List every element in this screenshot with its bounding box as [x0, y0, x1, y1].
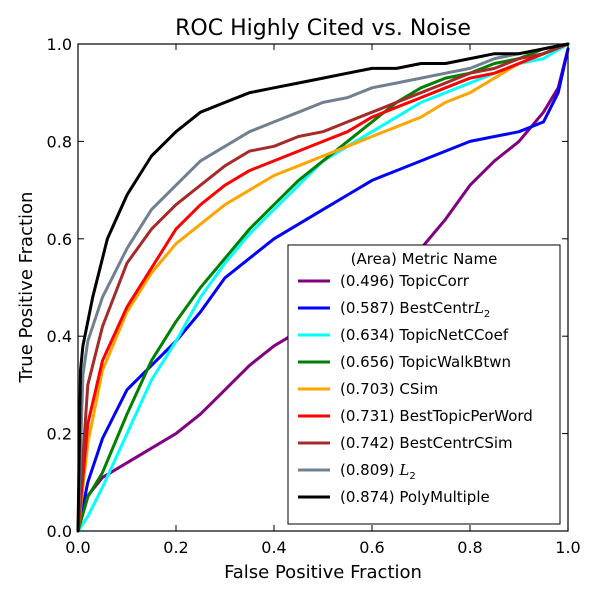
legend-entry-label: (0.634) TopicNetCCoef [340, 326, 509, 344]
axis-ticks: 0.0 0.2 0.4 0.6 0.8 1.0 0.0 0.2 0.4 0.6 0.8 1.0 [47, 35, 581, 557]
x-tick-label: 0.4 [261, 538, 286, 557]
series-line-8 [76, 42, 570, 533]
legend-box [287, 244, 561, 525]
series-line-3 [76, 42, 570, 533]
legend-entry-label: (0.809) L2 [340, 461, 416, 482]
y-tick-label: 0.4 [47, 327, 72, 346]
x-axis-label: False Positive Fraction [224, 562, 422, 583]
plot-frame [77, 43, 569, 532]
legend-entry-label: (0.587) BestCentrL2 [340, 299, 490, 320]
series-line-5 [76, 42, 570, 533]
x-tick-label: 0.2 [163, 538, 188, 557]
legend: (Area) Metric Name (0.496) TopicCorr (0.58… [287, 244, 561, 525]
series-line-1 [76, 47, 570, 533]
series-line-6 [76, 42, 570, 533]
y-tick-label: 0.8 [47, 132, 72, 151]
y-tick-label: 0.2 [47, 425, 72, 444]
legend-title: (Area) Metric Name [351, 250, 498, 268]
x-tick-label: 0.0 [65, 538, 90, 557]
chart-title: ROC Highly Cited vs. Noise [175, 16, 471, 41]
y-tick-label: 0.6 [47, 230, 72, 249]
legend-entry-label: (0.703) CSim [340, 380, 438, 398]
legend-entry-label: (0.656) TopicWalkBtwn [340, 353, 511, 371]
series-line-4 [76, 42, 570, 533]
x-tick-label: 0.6 [359, 538, 384, 557]
x-tick-label: 0.8 [457, 538, 482, 557]
legend-entry-label: (0.742) BestCentrCSim [340, 434, 513, 452]
y-tick-label: 1.0 [47, 35, 72, 54]
legend-entry-label: (0.874) PolyMultiple [340, 488, 490, 506]
plot-area [76, 42, 570, 533]
y-axis-label: True Positive Fraction [16, 192, 37, 384]
series-line-2 [76, 42, 570, 533]
x-tick-label: 1.0 [555, 538, 580, 557]
series-line-7 [76, 42, 570, 533]
y-tick-label: 0.0 [47, 522, 72, 541]
legend-entry-label: (0.731) BestTopicPerWord [340, 407, 533, 425]
legend-entry-label: (0.496) TopicCorr [340, 272, 470, 290]
